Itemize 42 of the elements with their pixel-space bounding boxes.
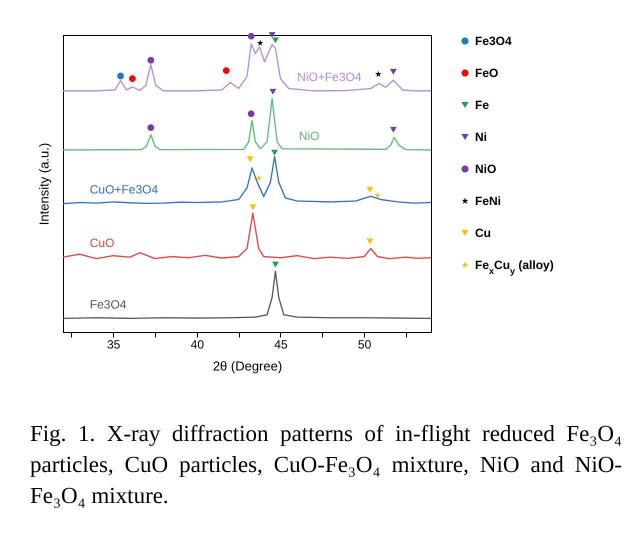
series-label: Fe3O4 — [90, 297, 127, 312]
point — [374, 192, 381, 198]
x-tick-label: 50 — [358, 338, 372, 352]
point — [271, 150, 278, 156]
x-axis-title: 2θ (Degree) — [212, 358, 282, 374]
point — [272, 262, 279, 268]
x-tick-label: 45 — [274, 338, 288, 352]
point — [222, 67, 230, 74]
point — [390, 68, 397, 75]
point — [270, 88, 276, 95]
legend-label: FeNi — [475, 194, 502, 208]
point — [272, 37, 279, 44]
legend-label: Ni — [475, 130, 487, 144]
legend-label: Fe$_{x}$Cu$_{y}$ (alloy) — [475, 258, 554, 276]
legend-label: Cu — [475, 226, 491, 240]
legend-label: FeO — [475, 66, 498, 80]
x-tick-label: 35 — [107, 338, 121, 352]
point — [366, 238, 374, 244]
caption: Fig. 1. X-ray diffraction patterns of in-flight reduced Fe₃O₄ particles, CuO particles, CuO-Fe₃O₄ mixture, NiO and NiO-Fe₃O₄ mixture. — [30, 420, 622, 510]
point — [129, 75, 136, 82]
point — [250, 204, 256, 210]
point — [375, 70, 382, 77]
legend-label: Fe — [475, 98, 490, 112]
point — [248, 110, 255, 118]
point — [256, 174, 262, 181]
x-tick-label: 40 — [190, 338, 204, 352]
point — [246, 156, 254, 162]
series-label: CuO+Fe3O4 — [90, 182, 158, 197]
legend-label: NiO — [475, 162, 496, 176]
y-axis-title: Intensity (a.u.) — [36, 142, 52, 226]
point — [268, 32, 276, 38]
series-label: NiO+Fe3O4 — [297, 70, 362, 84]
series-label: NiO — [298, 128, 320, 143]
point — [390, 126, 397, 133]
series-label: CuO — [90, 236, 114, 250]
point — [117, 72, 124, 80]
point — [366, 186, 374, 193]
point — [248, 32, 255, 40]
legend-label: Fe3O4 — [475, 34, 512, 48]
point — [147, 124, 154, 132]
point — [147, 56, 154, 64]
point — [257, 40, 264, 46]
